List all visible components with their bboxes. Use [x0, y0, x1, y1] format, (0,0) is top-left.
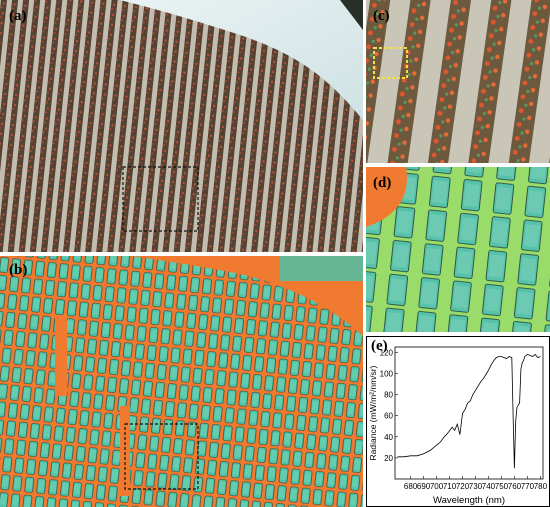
x-axis-label: Wavelength (nm)	[433, 495, 505, 506]
panel-b-segmentation-map: (b)	[0, 256, 363, 507]
panel-c-image	[366, 0, 550, 163]
plot-area	[394, 346, 544, 480]
zoom-box-a	[122, 166, 199, 232]
panel-e-label: (e)	[371, 338, 388, 354]
panel-d-zoom-segmentation: (d)	[366, 167, 550, 332]
x-tick-label: 770	[521, 482, 535, 491]
panel-d-image	[366, 167, 550, 332]
radiance-chart-svg: 680 690 700 710 720 730 740 750 760 770 780 20 40 60…	[368, 346, 548, 506]
panel-a-label: (a)	[9, 8, 27, 24]
x-tick-label: 750	[495, 482, 509, 491]
y-axis-label: Radiance (mW/m²/nm/sr)	[368, 365, 378, 460]
panel-c-label: (c)	[373, 8, 390, 24]
panel-a-rgb-image: (a)	[0, 0, 363, 252]
panel-d-label: (d)	[373, 175, 392, 191]
panel-b-label: (b)	[9, 262, 28, 278]
panel-b-image	[0, 256, 363, 507]
x-tick-label: 680	[404, 482, 418, 491]
zoom-box-b	[124, 423, 199, 490]
y-tick-label: 80	[384, 391, 393, 400]
y-tick-label: 120	[380, 348, 394, 357]
radiance-series-line	[397, 353, 541, 469]
panel-a-image	[0, 0, 363, 252]
x-tick-label: 760	[508, 482, 522, 491]
y-tick-label: 40	[384, 433, 393, 442]
y-tick-label: 20	[384, 454, 393, 463]
x-tick-label: 690	[417, 482, 431, 491]
x-tick-label: 780	[534, 482, 548, 491]
y-tick-label: 100	[380, 369, 394, 378]
x-tick-label: 740	[482, 482, 496, 491]
panel-c-zoom-rgb: (c)	[366, 0, 550, 163]
y-tick-label: 60	[384, 412, 393, 421]
panel-e-radiance-chart: 680 690 700 710 720 730 740 750 760 770 780 20 40 60…	[366, 336, 550, 507]
x-tick-label: 730	[469, 482, 483, 491]
x-tick-label: 720	[456, 482, 470, 491]
x-tick-label: 710	[443, 482, 457, 491]
x-tick-label: 700	[430, 482, 444, 491]
yellow-highlight-box	[373, 47, 408, 79]
